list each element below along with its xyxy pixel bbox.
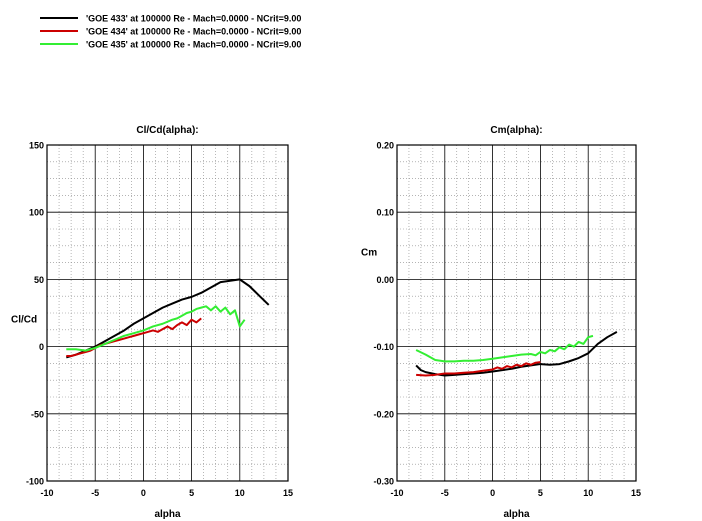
- x-tick-label: 10: [235, 488, 245, 498]
- series-line-1: [66, 317, 202, 358]
- chart-title: Cl/Cd(alpha):: [136, 125, 198, 136]
- y-axis-label: Cl/Cd: [11, 315, 37, 326]
- y-tick-label: 150: [29, 141, 44, 151]
- x-tick-label: 15: [283, 488, 293, 498]
- series-line-0: [415, 330, 618, 377]
- y-tick-label: 0.00: [376, 275, 394, 285]
- y-tick-label: -0.10: [373, 342, 394, 352]
- y-tick-label: 0.20: [376, 141, 394, 151]
- legend: 'GOE 433' at 100000 Re - Mach=0.0000 - N…: [40, 14, 301, 50]
- legend-entry-2: 'GOE 435' at 100000 Re - Mach=0.0000 - N…: [86, 40, 301, 50]
- legend-entry-1: 'GOE 434' at 100000 Re - Mach=0.0000 - N…: [86, 27, 301, 37]
- y-tick-label: -100: [26, 477, 44, 487]
- x-axis-label: alpha: [503, 509, 530, 520]
- y-tick-label: -50: [31, 409, 44, 419]
- x-tick-label: 15: [631, 488, 641, 498]
- plot-frame: [46, 144, 289, 482]
- series-line-2: [415, 334, 594, 363]
- y-tick-label: 0.10: [376, 208, 394, 218]
- grid: [396, 144, 637, 482]
- series-line-2: [66, 305, 246, 352]
- series-line-1: [416, 361, 541, 377]
- x-tick-label: -10: [390, 488, 403, 498]
- plot-frame: [396, 144, 637, 482]
- chart-cm-alpha: Cm(alpha): -0.30 -0.20 -0.10 0.00 0.10 0.20 -10…: [361, 125, 641, 520]
- x-tick-label: 0: [141, 488, 146, 498]
- y-tick-label: -0.30: [373, 477, 394, 487]
- x-tick-label: 5: [538, 488, 543, 498]
- x-tick-label: -5: [91, 488, 99, 498]
- legend-entry-0: 'GOE 433' at 100000 Re - Mach=0.0000 - N…: [86, 14, 301, 24]
- chart-title: Cm(alpha):: [490, 125, 542, 136]
- series-line-0: [66, 278, 270, 359]
- x-tick-label: 10: [583, 488, 593, 498]
- x-tick-label: -5: [441, 488, 449, 498]
- grid: [46, 144, 289, 482]
- x-tick-label: -10: [40, 488, 53, 498]
- x-axis-label: alpha: [154, 509, 181, 520]
- y-tick-label: 100: [29, 208, 44, 218]
- y-tick-label: -0.20: [373, 409, 394, 419]
- x-tick-label: 5: [189, 488, 194, 498]
- y-tick-label: 0: [39, 342, 44, 352]
- y-axis-label: Cm: [361, 247, 377, 258]
- x-tick-label: 0: [490, 488, 495, 498]
- y-tick-label: 50: [34, 275, 44, 285]
